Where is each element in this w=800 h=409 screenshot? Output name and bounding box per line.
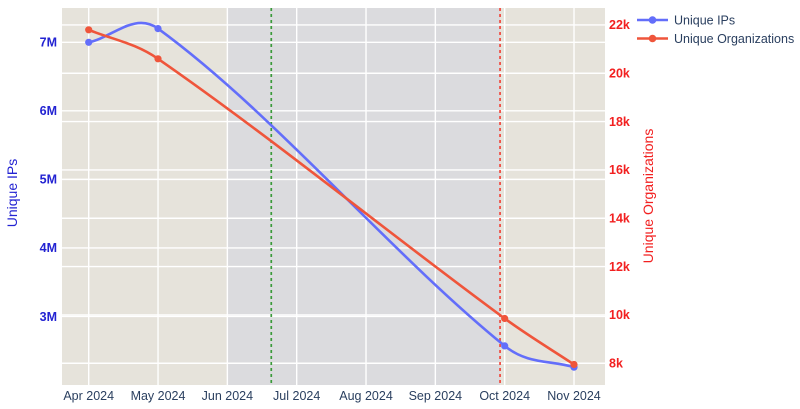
data-point-marker[interactable]	[570, 360, 578, 369]
data-point-marker[interactable]	[85, 38, 93, 46]
x-tick-label: Oct 2024	[479, 389, 530, 403]
legend-marker-dot	[648, 16, 657, 24]
x-tick-label: Jun 2024	[202, 389, 253, 403]
x-tick-label: Nov 2024	[547, 389, 601, 403]
legend-label: Unique IPs	[674, 13, 735, 27]
legend-item-1[interactable]: Unique Organizations	[637, 32, 794, 46]
data-point-marker[interactable]	[85, 26, 93, 34]
y-tick-label-left: 5M	[40, 173, 57, 187]
shaded-region	[227, 8, 501, 385]
gridlines	[62, 8, 605, 385]
series-line-0	[87, 21, 576, 369]
data-point-marker[interactable]	[501, 342, 509, 350]
y-tick-label-right: 18k	[609, 115, 630, 129]
legend-marker-dot	[648, 34, 657, 43]
legend: Unique IPs Unique Organizations	[637, 13, 794, 46]
y-tick-label-right: 16k	[609, 163, 630, 177]
x-tick-label: Jul 2024	[273, 389, 320, 403]
y-tick-label-right: 14k	[609, 212, 630, 226]
data-point-marker[interactable]	[154, 55, 162, 63]
y-tick-label-right: 20k	[609, 67, 630, 81]
x-tick-label: Sep 2024	[409, 389, 463, 403]
data-point-marker[interactable]	[501, 314, 509, 323]
legend-label: Unique Organizations	[674, 32, 794, 46]
y-tick-label-right: 12k	[609, 260, 630, 274]
series-line-1	[87, 28, 576, 366]
x-tick-label: May 2024	[131, 389, 186, 403]
data-point-marker[interactable]	[154, 25, 162, 33]
y-tick-label-left: 6M	[40, 104, 57, 118]
x-tick-label: Aug 2024	[339, 389, 393, 403]
left-axis-title: Unique IPs	[4, 159, 20, 227]
y-tick-label-right: 10k	[609, 308, 630, 322]
x-tick-label: Apr 2024	[63, 389, 114, 403]
right-axis-title: Unique Organizations	[640, 129, 656, 264]
y-tick-label-left: 4M	[40, 241, 57, 255]
y-tick-label-right: 8k	[609, 357, 623, 371]
legend-item-0[interactable]: Unique IPs	[637, 13, 735, 27]
y-tick-label-left: 3M	[40, 310, 57, 324]
y-tick-label-left: 7M	[40, 36, 57, 50]
y-tick-label-right: 22k	[609, 18, 630, 32]
